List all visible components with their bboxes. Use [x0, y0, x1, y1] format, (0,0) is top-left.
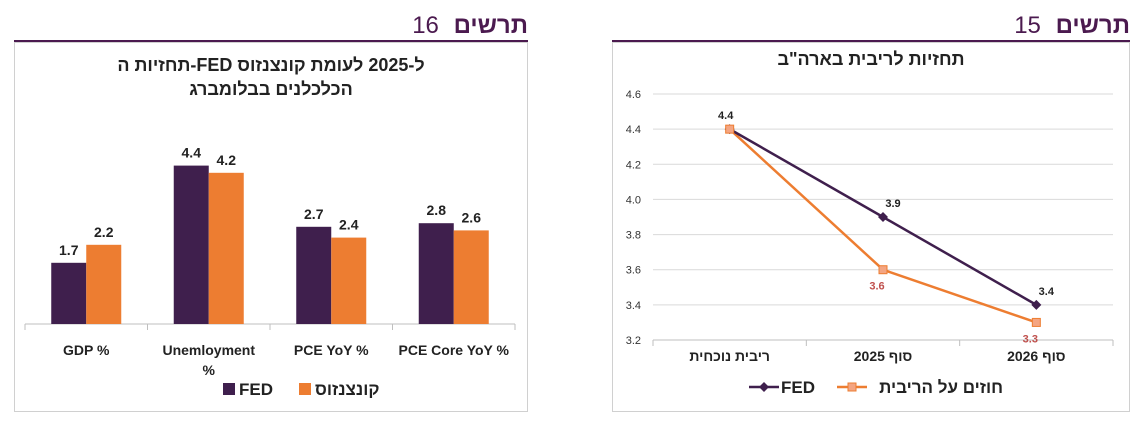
category-label: PCE Core YoY %	[399, 342, 510, 358]
figure-number: 16	[412, 12, 439, 39]
series-line-futures	[728, 128, 1037, 324]
bar-chart-title-line-2: הכלכלנים בבלומברג	[189, 79, 352, 99]
point-marker	[1031, 317, 1041, 327]
legend-marker-fed	[759, 382, 769, 392]
bar-data-label: 2.6	[462, 209, 482, 225]
category-label: GDP %	[63, 342, 110, 358]
figure-word: תרשים	[453, 12, 528, 39]
point-marker	[878, 212, 888, 222]
figure-word: תרשים	[1055, 12, 1130, 39]
category-label: Unemloyment	[162, 342, 255, 358]
point-marker	[725, 124, 735, 134]
legend-swatch-fed	[223, 383, 235, 395]
point-marker	[1031, 299, 1042, 310]
bar-chart: תחזיות ה-FED ל-2025 לעומת קונצנזוס הכלכל…	[24, 55, 516, 399]
legend-label-consensus: קונצנזוס	[315, 380, 379, 399]
category-label: סוף 2025	[854, 348, 913, 364]
bar-chart-title-line-1: תחזיות ה-FED ל-2025 לעומת קונצנזוס	[117, 55, 424, 75]
y-tick-label: 4.4	[626, 124, 641, 136]
bar-data-label: 4.2	[217, 152, 237, 168]
bar-data-label: 2.8	[427, 202, 447, 218]
right-figure-title: תרשים 15	[1014, 12, 1130, 40]
line-chart-panel: תחזיות לריבית בארה"ב 3.2 3.4 3.6 3.8 4.0 4.2 4…	[612, 42, 1130, 412]
bar-data-label: 2.2	[94, 224, 114, 240]
y-tick-label: 3.2	[626, 335, 641, 347]
y-tick-label: 3.8	[626, 230, 641, 242]
data-label-futures: 3.3	[1023, 333, 1038, 345]
y-tick-label: 4.0	[626, 194, 641, 206]
point-marker	[878, 265, 888, 275]
bar-chart-panel: תחזיות ה-FED ל-2025 לעומת קונצנזוס הכלכל…	[14, 42, 528, 412]
figure-number: 15	[1014, 12, 1041, 39]
line-chart: תחזיות לריבית בארה"ב 3.2 3.4 3.6 3.8 4.0 4.2 4…	[626, 49, 1114, 397]
data-label-fed: 3.9	[885, 198, 900, 210]
category-label: סוף 2026	[1007, 348, 1066, 364]
legend-label-futures: חוזים על הריבית	[879, 378, 1003, 397]
legend-swatch-consensus	[299, 383, 311, 395]
right-figure-rule	[612, 40, 1130, 42]
bar	[173, 165, 209, 324]
left-figure-title: תרשים 16	[412, 12, 528, 40]
bar	[51, 262, 87, 324]
y-tick-label: 3.4	[626, 300, 641, 312]
legend-label-fed: FED	[239, 380, 273, 399]
bar-data-label: 2.4	[339, 217, 359, 233]
data-label-fed: 3.4	[1039, 286, 1055, 298]
bar	[296, 226, 332, 324]
legend-marker-futures	[847, 382, 857, 392]
bar-data-label: 4.4	[182, 145, 202, 161]
y-tick-label: 3.6	[626, 265, 641, 277]
bar	[86, 244, 122, 324]
category-label-cont: %	[203, 362, 216, 378]
bar	[208, 172, 244, 324]
data-label-futures: 3.6	[869, 281, 884, 293]
bar-data-label: 2.7	[304, 206, 324, 222]
y-tick-label: 4.2	[626, 159, 641, 171]
category-label: ריבית נוכחית	[689, 348, 770, 364]
left-figure-rule	[14, 40, 528, 42]
bar	[418, 223, 454, 324]
bar	[331, 237, 367, 324]
line-chart-title: תחזיות לריבית בארה"ב	[778, 49, 965, 69]
y-tick-label: 4.6	[626, 89, 641, 101]
bar	[453, 230, 489, 324]
category-label: PCE YoY %	[294, 342, 369, 358]
legend-label-fed: FED	[781, 378, 815, 397]
data-label-fed: 4.4	[718, 110, 734, 122]
bar-data-label: 1.7	[59, 242, 79, 258]
